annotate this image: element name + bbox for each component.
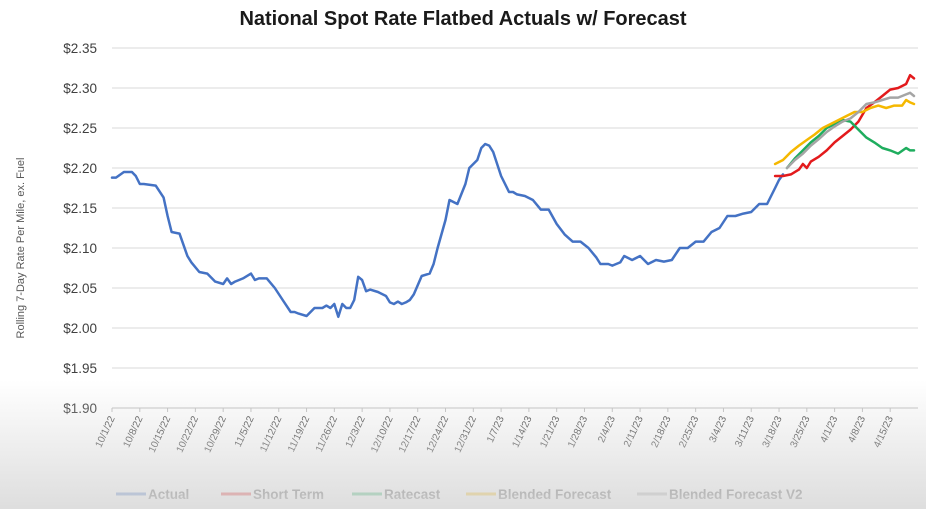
series-line-actual [110,142,785,319]
x-tick-label: 4/8/23 [846,414,868,444]
y-tick-label: $1.90 [63,401,97,416]
series-lines [110,73,916,319]
series-line-blended-forecast-v2 [785,91,916,170]
x-tick-label: 10/22/22 [175,414,202,454]
x-tick-label: 4/15/23 [872,414,896,449]
y-tick-label: $2.20 [63,161,97,176]
legend-label-ratecast: Ratecast [384,487,441,502]
x-tick-label: 4/1/23 [819,414,841,444]
x-tick-label: 12/17/22 [397,414,424,454]
y-tick-label: $2.00 [63,321,97,336]
x-tick-label: 11/5/22 [233,414,257,449]
x-tick-label: 1/14/23 [511,414,535,449]
y-tick-label: $2.30 [63,81,97,96]
y-tick-label: $1.95 [63,361,97,376]
x-tick-label: 10/29/22 [202,414,229,454]
x-tick-label: 11/12/22 [258,414,284,454]
y-tick-label: $2.15 [63,201,97,216]
y-tick-label: $2.25 [63,121,97,136]
x-tick-label: 12/10/22 [369,414,396,454]
x-tick-label: 12/3/22 [344,414,368,449]
legend-label-actual: Actual [148,487,189,502]
x-tick-label: 3/25/23 [788,414,812,449]
y-tick-label: $2.10 [63,241,97,256]
x-tick-label: 2/4/23 [596,414,618,444]
x-tick-label: 3/18/23 [761,414,785,449]
y-tick-label: $2.05 [63,281,97,296]
y-axis-ticks: $1.90 $1.95 $2.00 $2.05 $2.10 $2.15 $2.20 $2.25… [63,41,97,416]
y-axis-label: Rolling 7-Day Rate Per Mile, ex. Fuel [15,158,27,339]
legend-label-blended-forecast-v2: Blended Forecast V2 [669,487,803,502]
series-line-ratecast [785,118,916,170]
x-tick-label: 1/28/23 [566,414,590,449]
legend-label-blended-forecast: Blended Forecast [498,487,612,502]
x-tick-label: 1/7/23 [485,414,507,444]
x-tick-label: 11/26/22 [314,414,340,454]
x-tick-label: 10/8/22 [121,414,145,449]
x-tick-label: 12/31/22 [453,414,480,454]
x-tick-label: 1/21/23 [538,414,562,449]
x-tick-label: 11/19/22 [286,414,312,454]
gridlines [112,47,918,409]
x-tick-label: 3/4/23 [707,414,729,444]
x-tick-label: 10/1/22 [94,414,118,449]
x-tick-label: 3/11/23 [733,414,757,449]
x-axis-ticks: 10/1/22 10/8/22 10/15/22 10/22/22 10/29/22 11… [94,407,918,455]
x-tick-label: 2/25/23 [677,414,701,449]
y-tick-label: $2.35 [63,41,97,56]
chart-title: National Spot Rate Flatbed Actuals w/ Fo… [239,8,686,30]
x-tick-label: 2/11/23 [622,414,646,449]
series-line-blended-forecast [773,98,916,166]
legend-label-short-term: Short Term [253,487,324,502]
series-line-short-term [773,73,916,178]
x-tick-label: 12/24/22 [425,414,452,454]
legend: Actual Short Term Ratecast Blended Forecast… [116,487,803,502]
x-tick-label: 10/15/22 [147,414,174,454]
x-tick-label: 2/18/23 [650,414,674,449]
